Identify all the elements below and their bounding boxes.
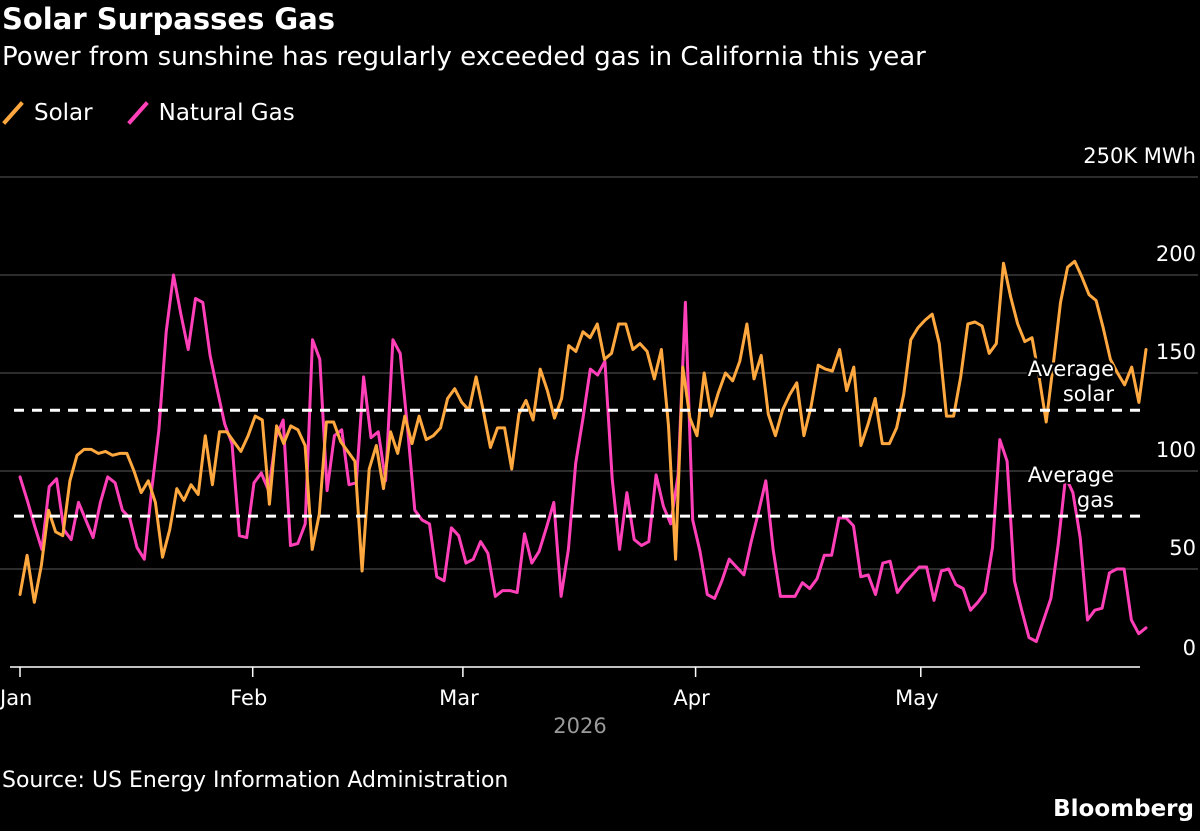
y-tick-label: 0: [1183, 636, 1196, 660]
chart-subtitle: Power from sunshine has regularly exceed…: [2, 42, 926, 72]
average-gas-label-line2: gas: [1077, 488, 1114, 512]
bloomberg-logo: Bloomberg: [1053, 796, 1194, 822]
legend-item-gas: Natural Gas: [126, 100, 295, 126]
y-tick-label: 50: [1169, 536, 1196, 560]
gas-legend-swatch: [126, 101, 149, 125]
legend: Solar Natural Gas: [2, 98, 329, 128]
source-note: Source: US Energy Information Administra…: [2, 768, 509, 793]
average-solar-label-line1: Average: [1028, 357, 1114, 381]
legend-item-solar: Solar: [2, 100, 93, 126]
x-tick-label: Jan: [0, 686, 32, 710]
solar-series-line: [18, 259, 1148, 604]
gas-series-line: [18, 273, 1148, 643]
y-tick-label: 150: [1156, 340, 1196, 364]
legend-label-solar: Solar: [34, 100, 93, 126]
x-tick-label: May: [895, 686, 938, 710]
x-tick-label: Feb: [230, 686, 267, 710]
legend-label-gas: Natural Gas: [158, 100, 295, 126]
y-tick-label: 250K MWh: [1083, 144, 1196, 168]
average-solar-label-line2: solar: [1063, 382, 1114, 406]
x-tick-label: Mar: [439, 686, 479, 710]
y-tick-label: 100: [1156, 438, 1196, 462]
chart-title: Solar Surpasses Gas: [2, 2, 336, 36]
solar-legend-swatch: [2, 101, 24, 125]
average-gas-label-line1: Average: [1028, 463, 1114, 487]
x-axis-year-label: 2026: [553, 714, 606, 738]
x-tick-label: Apr: [673, 686, 710, 710]
y-tick-label: 200: [1156, 242, 1196, 266]
